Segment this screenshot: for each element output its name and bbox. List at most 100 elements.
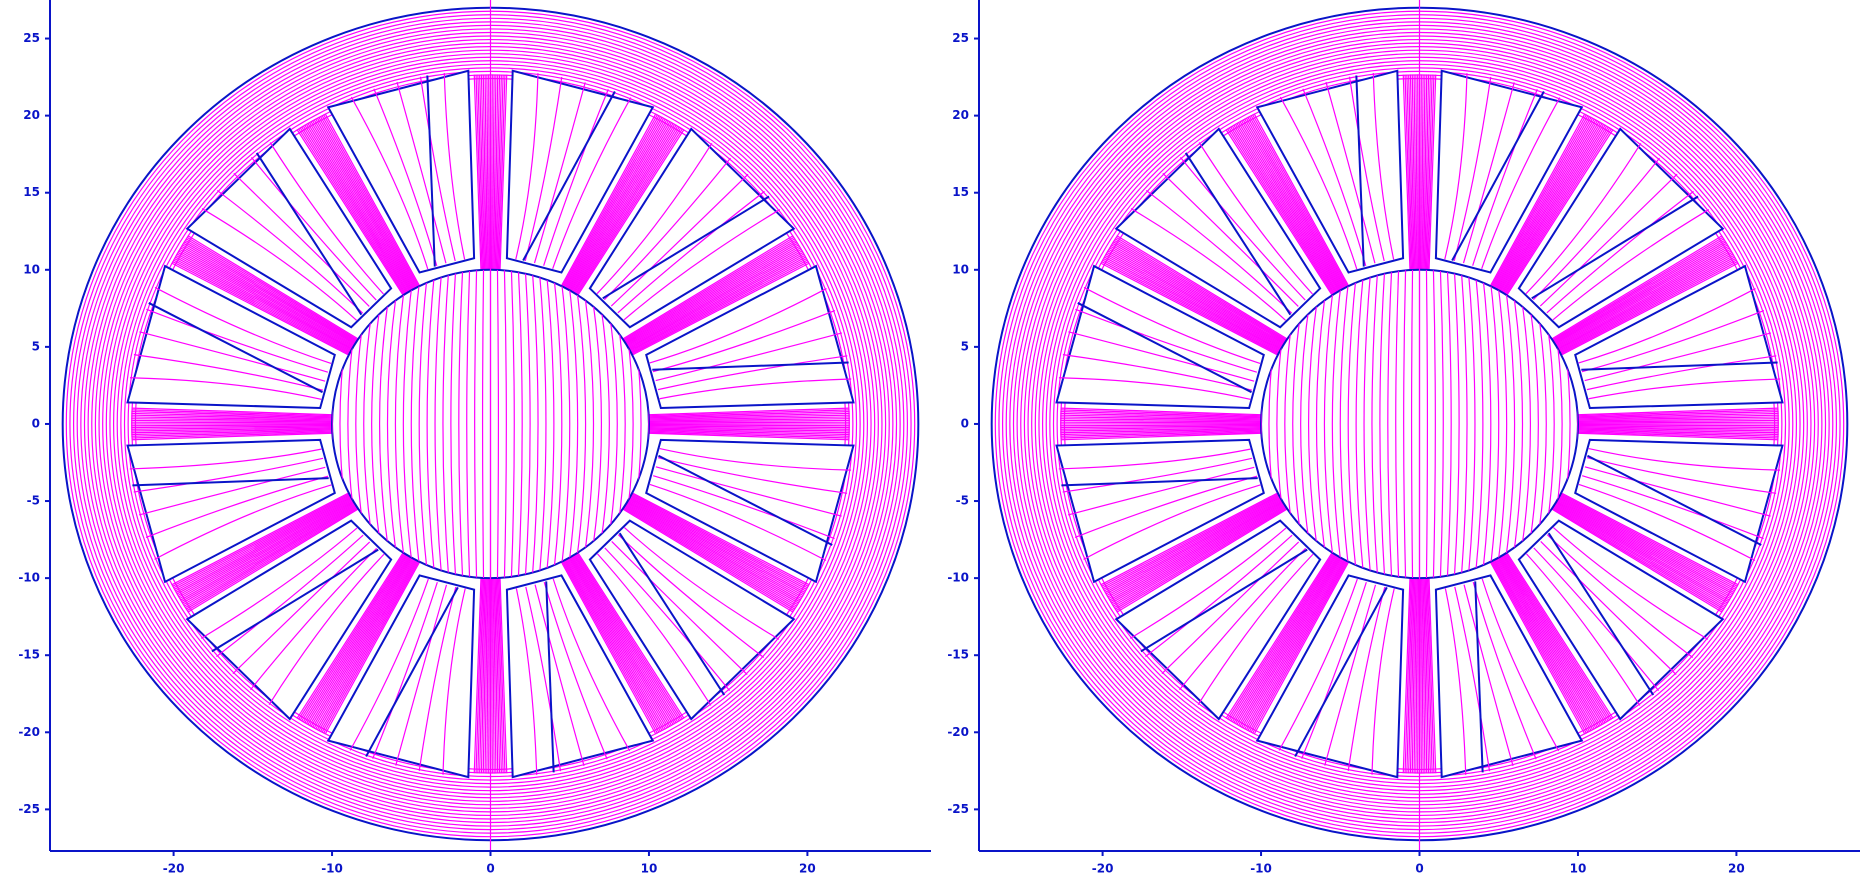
- y-tick-label: -15: [18, 648, 40, 662]
- flux-line: [1556, 246, 1729, 345]
- flux-line: [146, 309, 327, 372]
- flux-line: [565, 560, 662, 731]
- x-tick-label: -20: [1092, 862, 1114, 876]
- flux-line: [1237, 556, 1339, 725]
- flux-line: [1578, 415, 1779, 419]
- flux-line: [1497, 119, 1596, 289]
- flux-line: [1554, 242, 1726, 343]
- flux-line: [575, 554, 679, 721]
- flux-line: [1060, 422, 1261, 423]
- flux-line: [1427, 75, 1432, 270]
- flux-line: [1111, 245, 1284, 345]
- flux-line: [624, 507, 795, 609]
- flux-line: [443, 589, 465, 775]
- flux-line: [578, 553, 684, 719]
- flux-line: [1414, 578, 1416, 773]
- flux-line: [649, 417, 850, 420]
- flux-line: [1372, 589, 1394, 775]
- flux-line: [476, 75, 482, 270]
- flux-line: [623, 236, 794, 339]
- flux-line: [1237, 123, 1339, 292]
- flux-line: [308, 556, 410, 725]
- flux-line: [1238, 122, 1339, 291]
- flux-line: [1240, 557, 1340, 726]
- flux-line: [1578, 412, 1779, 417]
- flux-line: [1585, 333, 1771, 381]
- flux-line: [1356, 270, 1364, 578]
- flux-line: [131, 419, 332, 421]
- flux-line: [1303, 89, 1366, 266]
- flux-line: [560, 270, 570, 578]
- flux-line: [1146, 190, 1291, 313]
- flux-line: [627, 246, 800, 345]
- flux-line: [1503, 555, 1607, 722]
- flux-line: [649, 415, 850, 419]
- flux-line: [1426, 578, 1430, 773]
- flux-line: [373, 582, 438, 758]
- flux-line: [188, 509, 359, 612]
- flux-line: [325, 562, 420, 734]
- y-tick-label: -5: [27, 494, 40, 508]
- flux-line: [176, 255, 351, 350]
- flux-line: [650, 289, 827, 363]
- flux-line: [1492, 115, 1588, 287]
- flux-line: [131, 427, 332, 429]
- flux-line: [146, 476, 328, 537]
- flux-line: [494, 578, 496, 773]
- flux-line: [306, 124, 408, 292]
- y-tick-label: -25: [947, 802, 969, 816]
- flux-line: [1428, 578, 1434, 773]
- flux-line: [1116, 237, 1287, 340]
- flux-line: [660, 449, 851, 471]
- y-tick-label: 25: [952, 31, 969, 45]
- flux-line: [181, 503, 354, 602]
- flux-line: [1490, 562, 1585, 734]
- flux-line: [1534, 548, 1659, 691]
- flux-line: [1227, 128, 1333, 294]
- flux-line: [175, 257, 351, 352]
- flux-line: [1425, 578, 1429, 773]
- flux-line: [624, 528, 779, 640]
- flux-line: [1075, 309, 1256, 372]
- flux-line: [467, 270, 470, 578]
- flux-line: [630, 255, 805, 350]
- flux-line: [443, 270, 449, 578]
- flux-line: [1526, 554, 1639, 706]
- flux-line: [525, 77, 562, 261]
- flux-line: [569, 120, 669, 290]
- flux-line: [1589, 449, 1780, 471]
- flux-line: [597, 143, 712, 293]
- flux-line: [1560, 258, 1736, 352]
- flux-line: [303, 126, 407, 293]
- flux-line: [649, 419, 850, 421]
- flux-line: [1396, 270, 1399, 578]
- flux-line: [526, 587, 561, 771]
- flux-line: [498, 578, 503, 773]
- flux-line: [1198, 554, 1313, 704]
- flux-line: [1493, 116, 1590, 287]
- flux-line: [568, 119, 667, 289]
- flux-line: [1490, 114, 1585, 286]
- flux-line: [1113, 505, 1285, 606]
- flux-line: [1578, 413, 1779, 417]
- flux-line: [1495, 118, 1593, 289]
- flux-line: [1422, 74, 1423, 269]
- flux-line: [572, 123, 674, 292]
- flux-line: [1109, 248, 1283, 346]
- flux-line: [1373, 73, 1393, 259]
- flux-line: [1364, 270, 1371, 578]
- flux-line: [1412, 578, 1415, 773]
- flux-line: [181, 246, 354, 345]
- flux-line: [1553, 210, 1709, 320]
- coil-divider: [1061, 478, 1257, 485]
- flux-line: [495, 578, 498, 773]
- flux-line: [625, 242, 797, 343]
- flux-line: [1112, 505, 1284, 605]
- flux-line: [320, 116, 417, 287]
- flux-line: [497, 74, 501, 269]
- flux-line: [1179, 548, 1305, 689]
- flux-line: [1349, 77, 1384, 261]
- flux-line: [1418, 74, 1419, 269]
- flux-line: [1510, 270, 1522, 578]
- coil-divider: [1186, 153, 1291, 315]
